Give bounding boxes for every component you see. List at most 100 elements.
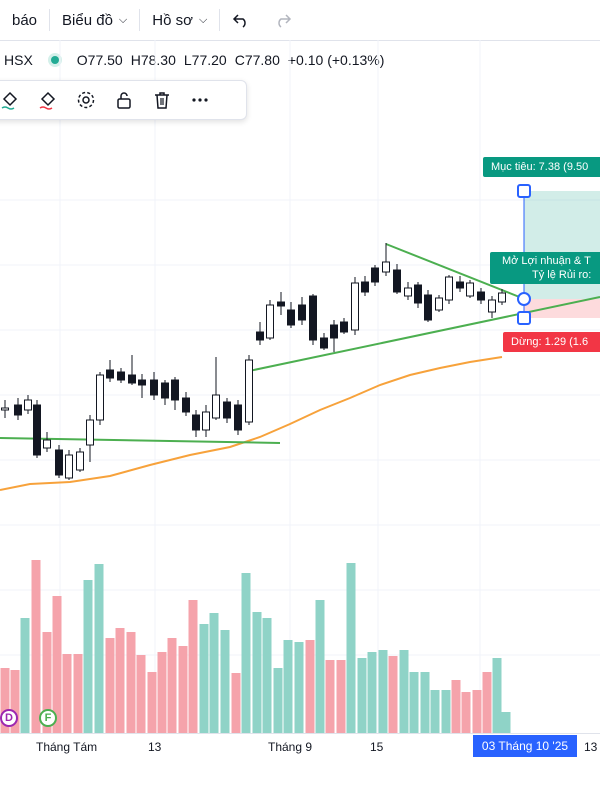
volume-bar: [409, 672, 419, 733]
volume-bar: [241, 573, 251, 733]
candle-body: [33, 404, 41, 456]
unlock-icon[interactable]: [105, 81, 143, 119]
profile-menu-label: Hồ sơ: [152, 11, 193, 29]
volume-bar: [441, 690, 451, 733]
candle-body: [466, 282, 474, 297]
volume-bar: [315, 600, 325, 733]
candle-body: [192, 414, 200, 431]
candle-body: [488, 299, 496, 313]
volume-bar: [20, 618, 30, 733]
candle-body: [223, 401, 231, 419]
volume-bar: [501, 712, 511, 733]
volume-bar: [451, 680, 461, 733]
toolbar-divider: [139, 9, 141, 31]
dividend-event-marker[interactable]: D: [0, 709, 18, 727]
candle-body: [117, 371, 125, 381]
trash-icon[interactable]: [143, 81, 181, 119]
volume-bar: [126, 632, 136, 733]
volume-bar: [262, 618, 272, 733]
target-label[interactable]: Mục tiêu: 7.38 (9.50: [483, 157, 600, 177]
candle-body: [256, 331, 264, 341]
candle-body: [456, 281, 464, 289]
chevron-down-icon: ⌵: [118, 13, 128, 26]
volume-bar: [0, 668, 10, 733]
candles: [1, 243, 506, 480]
volume-bar: [188, 600, 198, 733]
candle-body: [106, 369, 114, 379]
candle-body: [498, 292, 506, 303]
volume-bar: [105, 638, 115, 733]
fill-bucket-icon[interactable]: [29, 81, 67, 119]
open-pl-line1: Mở Lợi nhuận & T: [502, 255, 591, 267]
target-handle[interactable]: [517, 184, 531, 198]
volume-bar: [472, 690, 482, 733]
volume-bar: [492, 658, 502, 733]
low-value: L77.20: [183, 52, 227, 68]
candle-body: [96, 374, 104, 421]
time-axis-label: 13: [148, 740, 162, 754]
volume-bar: [115, 628, 125, 733]
candle-body: [309, 295, 317, 341]
volume-bar: [10, 670, 20, 733]
volume-bar: [283, 640, 293, 733]
volume-bar: [231, 673, 241, 733]
support-trendline[interactable]: [0, 437, 281, 444]
candle-body: [340, 321, 348, 333]
candle-body: [245, 359, 253, 423]
volume-bar: [42, 632, 52, 733]
volume-bar: [273, 668, 283, 733]
more-icon[interactable]: [181, 81, 219, 119]
candle-body: [14, 404, 22, 416]
settings-gear-icon[interactable]: [67, 81, 105, 119]
candle-body: [361, 281, 369, 293]
candle-body: [182, 397, 190, 413]
undo-icon: [233, 14, 246, 28]
profile-menu-button[interactable]: Hồ sơ ⌵: [140, 0, 219, 40]
moving-average-line: [0, 356, 503, 491]
volume-bar: [482, 672, 492, 733]
volume-bar: [73, 654, 83, 733]
volume-bar: [305, 640, 315, 733]
time-axis-label: Tháng 9: [268, 740, 313, 754]
candle-body: [424, 294, 432, 321]
top-toolbar: báo Biểu đồ ⌵ Hồ sơ ⌵: [0, 0, 600, 41]
fill-bucket-icon[interactable]: [0, 81, 29, 119]
stop-label[interactable]: Dừng: 1.29 (1.6: [503, 332, 600, 352]
entry-handle[interactable]: [517, 292, 531, 306]
candle-body: [128, 374, 136, 384]
candle-body: [435, 297, 443, 311]
volume-bar: [388, 656, 398, 733]
chart-menu-button[interactable]: Biểu đồ ⌵: [50, 0, 139, 40]
undo-button[interactable]: [220, 0, 262, 40]
price-chart[interactable]: [0, 0, 600, 733]
rising-trendline[interactable]: [248, 296, 600, 372]
candle-body: [171, 379, 179, 401]
open-pl-label[interactable]: Mở Lợi nhuận & T Tỷ lệ Rủi ro:: [490, 252, 600, 284]
candle-body: [234, 404, 242, 431]
candle-body: [1, 407, 9, 411]
exchange-label[interactable]: HSX: [4, 52, 33, 68]
time-axis-label: 13: [584, 740, 598, 754]
earnings-event-marker[interactable]: F: [39, 709, 57, 727]
falling-trendline[interactable]: [385, 243, 523, 299]
volume-bar: [220, 630, 230, 733]
candle-body: [277, 301, 285, 307]
volume-bar: [325, 660, 335, 733]
volume-bar: [62, 654, 72, 733]
volume-bar: [83, 580, 93, 733]
volume-bar: [357, 658, 367, 733]
candle-body: [414, 284, 422, 304]
change-value: +0.10 (+0.13%): [287, 52, 385, 68]
volume-bar: [367, 652, 377, 733]
candle-body: [382, 261, 390, 273]
redo-icon: [278, 14, 292, 28]
alert-label: báo: [12, 11, 38, 29]
chart-menu-label: Biểu đồ: [62, 11, 113, 29]
time-axis-label: 15: [370, 740, 384, 754]
alert-button[interactable]: báo: [0, 0, 49, 40]
redo-button[interactable]: [262, 0, 304, 40]
high-value: H78.30: [130, 52, 176, 68]
volume-bar: [378, 650, 388, 733]
time-axis-label: Tháng Tám: [36, 740, 98, 754]
stop-handle[interactable]: [517, 311, 531, 325]
